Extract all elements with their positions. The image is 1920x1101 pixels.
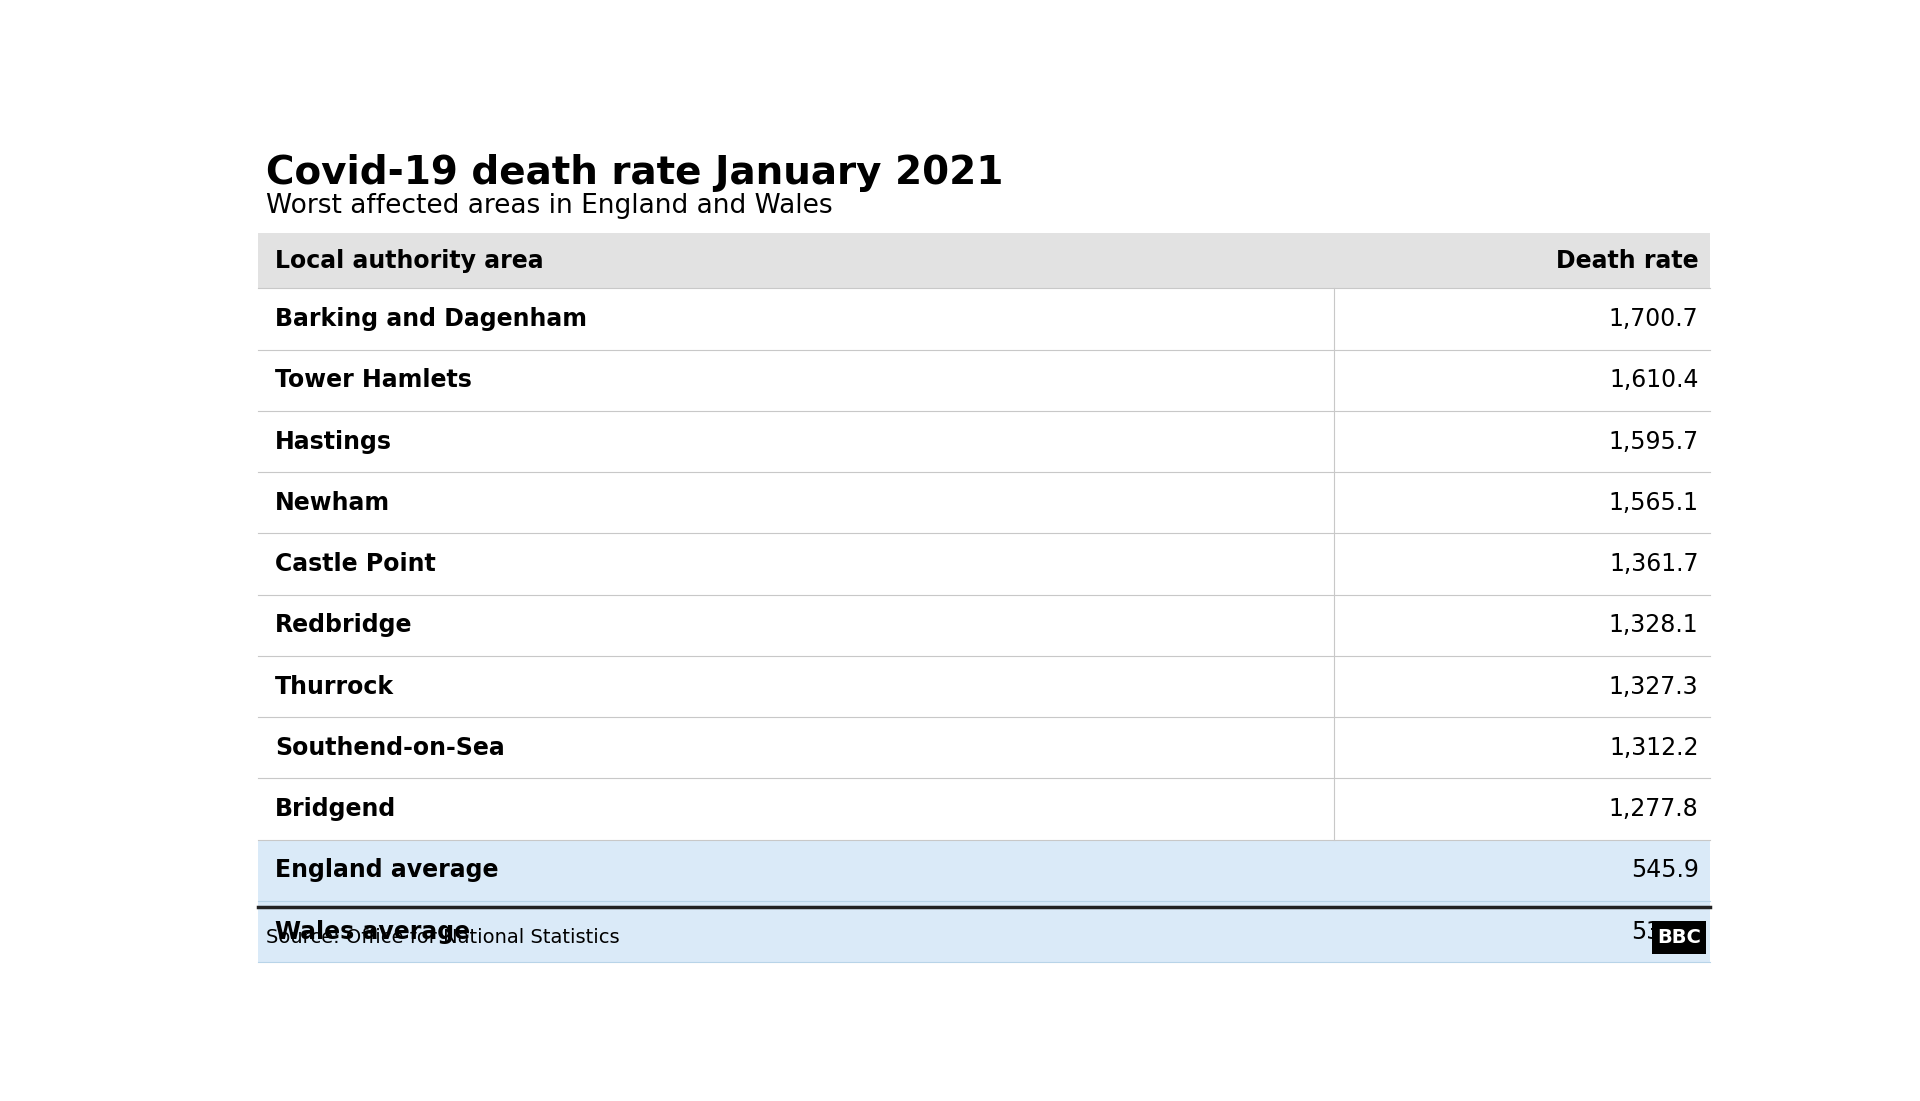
Text: 1,277.8: 1,277.8 <box>1609 797 1699 821</box>
Bar <box>257 717 1711 778</box>
Text: Castle Point: Castle Point <box>275 552 436 576</box>
Text: Redbridge: Redbridge <box>275 613 413 637</box>
Text: 1,312.2: 1,312.2 <box>1609 735 1699 760</box>
Bar <box>257 533 1711 595</box>
Bar <box>257 411 1711 472</box>
Bar <box>257 233 1711 288</box>
Text: 1,700.7: 1,700.7 <box>1609 307 1699 331</box>
Text: Bridgend: Bridgend <box>275 797 396 821</box>
Text: 1,361.7: 1,361.7 <box>1609 552 1699 576</box>
Text: Newham: Newham <box>275 491 390 515</box>
Bar <box>257 656 1711 717</box>
Text: Wales average: Wales average <box>275 919 470 944</box>
Text: Local authority area: Local authority area <box>275 249 543 273</box>
Bar <box>257 840 1711 901</box>
Bar <box>1651 922 1707 953</box>
Text: Source: Office for National Statistics: Source: Office for National Statistics <box>265 928 620 947</box>
Text: 1,328.1: 1,328.1 <box>1609 613 1699 637</box>
Bar <box>257 472 1711 533</box>
Bar <box>257 901 1711 962</box>
Bar <box>257 350 1711 411</box>
Text: Worst affected areas in England and Wales: Worst affected areas in England and Wale… <box>265 193 831 219</box>
Bar <box>257 595 1711 656</box>
Bar <box>257 778 1711 840</box>
Text: 1,565.1: 1,565.1 <box>1609 491 1699 515</box>
Text: 1,327.3: 1,327.3 <box>1609 675 1699 698</box>
Text: 539.1: 539.1 <box>1630 919 1699 944</box>
Text: Covid-19 death rate January 2021: Covid-19 death rate January 2021 <box>265 154 1002 193</box>
Text: Southend-on-Sea: Southend-on-Sea <box>275 735 505 760</box>
Text: Death rate: Death rate <box>1555 249 1699 273</box>
Text: 1,610.4: 1,610.4 <box>1609 369 1699 392</box>
Text: England average: England average <box>275 859 499 882</box>
Text: Barking and Dagenham: Barking and Dagenham <box>275 307 588 331</box>
Text: 545.9: 545.9 <box>1630 859 1699 882</box>
Text: Thurrock: Thurrock <box>275 675 394 698</box>
Text: 1,595.7: 1,595.7 <box>1609 429 1699 454</box>
Bar <box>257 288 1711 350</box>
Text: BBC: BBC <box>1657 928 1701 947</box>
Text: Tower Hamlets: Tower Hamlets <box>275 369 472 392</box>
Text: Hastings: Hastings <box>275 429 392 454</box>
